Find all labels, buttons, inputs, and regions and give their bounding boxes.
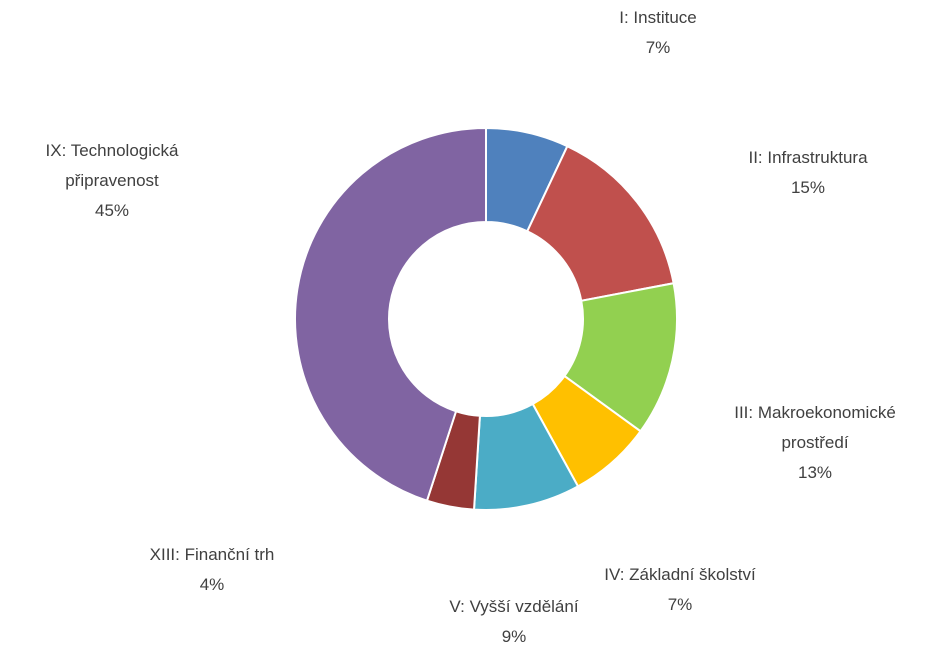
data-label: I: Instituce 7%	[619, 3, 696, 63]
slice	[294, 126, 487, 502]
data-label: IX: Technologická připravenost 45%	[5, 136, 220, 226]
category-label: IV: Základní školství	[604, 565, 756, 584]
value-label: 4%	[199, 575, 225, 594]
value-label: 13%	[797, 463, 833, 482]
data-label: V: Vyšší vzdělání 9%	[449, 592, 578, 646]
category-label: V: Vyšší vzdělání	[449, 597, 579, 616]
value-label: 7%	[667, 595, 693, 614]
data-label: II: Infrastruktura 15%	[748, 143, 867, 203]
category-label: XIII: Finanční trh	[149, 545, 275, 564]
data-label: XIII: Finanční trh 4%	[150, 540, 275, 600]
category-label: I: Instituce	[619, 8, 697, 27]
value-label: 7%	[645, 38, 671, 57]
category-label: III: Makroekonomické prostředí	[734, 403, 896, 452]
data-label: III: Makroekonomické prostředí 13%	[703, 398, 926, 488]
value-label: 15%	[790, 178, 826, 197]
category-label: IX: Technologická připravenost	[45, 141, 179, 190]
value-label: 45%	[94, 201, 130, 220]
category-label: II: Infrastruktura	[748, 148, 868, 167]
data-label: IV: Základní školství 7%	[604, 560, 755, 620]
value-label: 9%	[501, 627, 527, 646]
